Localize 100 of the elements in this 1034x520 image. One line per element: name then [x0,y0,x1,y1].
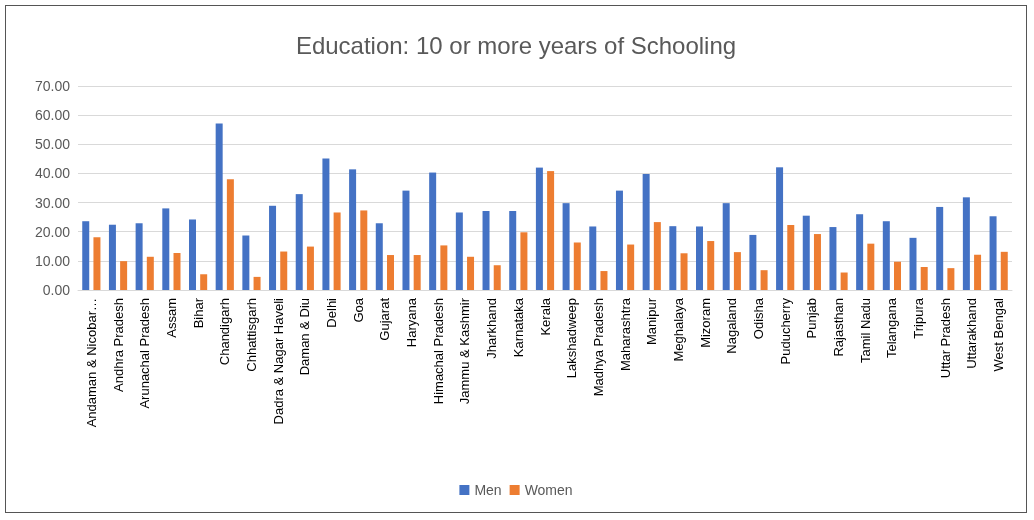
x-tick-label: Tripura [911,297,927,339]
x-tick-label: Meghalaya [670,297,686,362]
x-tick-label: Haryana [404,297,420,348]
bar [402,190,410,290]
legend-label: Men [474,482,502,498]
bar [974,254,982,290]
x-tick-label: Madhya Pradesh [590,298,606,397]
x-tick-label: Chhattisgarh [243,298,259,372]
x-tick-label: Dadra & Nagar Haveli [270,297,286,425]
y-tick-label: 20.00 [34,223,71,240]
bar [322,158,330,290]
bar [375,223,383,290]
bar [1000,251,1008,290]
x-tick-label: Kerala [537,297,553,336]
x-tick-label: West Bengal [991,297,1007,372]
x-tick-label: Arunachal Pradesh [137,298,153,409]
y-tick-label: 60.00 [34,107,71,124]
bar [882,221,890,290]
x-tick-label: Andaman & Nicobar… [83,298,99,428]
x-tick-label: Daman & Diu [297,298,313,376]
bar [787,225,795,290]
bar [520,232,528,290]
bar [93,237,101,290]
y-tick-label: 10.00 [34,252,71,269]
bar [120,261,128,290]
bar [653,222,661,290]
bar [200,274,208,290]
bar [547,171,555,290]
bar [802,215,810,290]
x-tick-label: Maharashtra [617,297,633,371]
bar [226,179,234,290]
chart-title: Education: 10 or more years of Schooling [295,31,737,59]
bar [947,268,955,290]
bar [242,235,250,290]
bar [573,242,581,290]
x-tick-label: Punjab [804,298,820,339]
x-tick-label: Puducherry [777,297,793,365]
bar [894,261,902,290]
x-tick-label: Rajasthan [831,298,847,357]
bar [188,219,196,290]
bar [306,246,314,290]
x-tick-label: Uttarakhand [964,298,980,369]
y-tick-label: 30.00 [34,194,71,211]
bar [135,223,143,290]
bar [413,255,421,290]
bar [962,197,970,290]
bar [615,190,623,290]
bar [600,271,608,290]
bar [509,211,517,290]
bar [146,256,154,290]
bar [280,251,288,290]
bar [722,203,730,290]
bar [856,214,864,290]
bar [82,221,90,290]
bar [295,194,303,290]
x-tick-label: Chandigarh [217,298,233,366]
bar [760,270,768,290]
bar [840,272,848,290]
x-tick-label: Himachal Pradesh [430,298,446,405]
y-tick-label: 70.00 [34,78,71,94]
y-tick-label: 0.00 [42,282,71,298]
x-tick-label: Lakshadweep [564,298,580,379]
bar [989,216,997,290]
bar [173,252,181,290]
x-tick-label: Assam [163,298,179,338]
bar [108,224,116,290]
x-tick-label: Gujarat [377,297,393,341]
bar [749,234,757,290]
bar [162,208,170,290]
bar [349,169,357,290]
bar [707,241,715,290]
x-tick-label: Odisha [750,297,766,340]
legend-label: Women [524,482,573,498]
bar [936,206,944,290]
bar [455,212,463,290]
bar [333,212,341,290]
x-tick-label: Jharkhand [484,298,500,359]
bar [867,243,875,290]
bar [360,210,368,290]
bar [776,167,784,290]
x-tick-label: Uttar Pradesh [937,298,953,379]
bar [482,211,490,290]
bar [920,266,928,290]
x-tick-label: Andhra Pradesh [110,298,126,392]
bar [429,172,437,290]
x-tick-label: Goa [350,297,366,323]
bar [467,256,475,290]
bar [627,244,635,290]
y-tick-label: 40.00 [34,165,71,182]
x-tick-label: Telangana [884,297,900,358]
bar [589,226,597,290]
x-tick-label: Nagaland [724,298,740,354]
bar [642,174,650,290]
x-tick-label: Jammu & Kashmir [457,297,473,405]
x-tick-label: Karnataka [510,297,526,358]
bar [253,276,261,290]
bar [733,252,741,290]
bar [269,205,277,290]
bar [813,234,821,290]
bar [440,245,448,290]
